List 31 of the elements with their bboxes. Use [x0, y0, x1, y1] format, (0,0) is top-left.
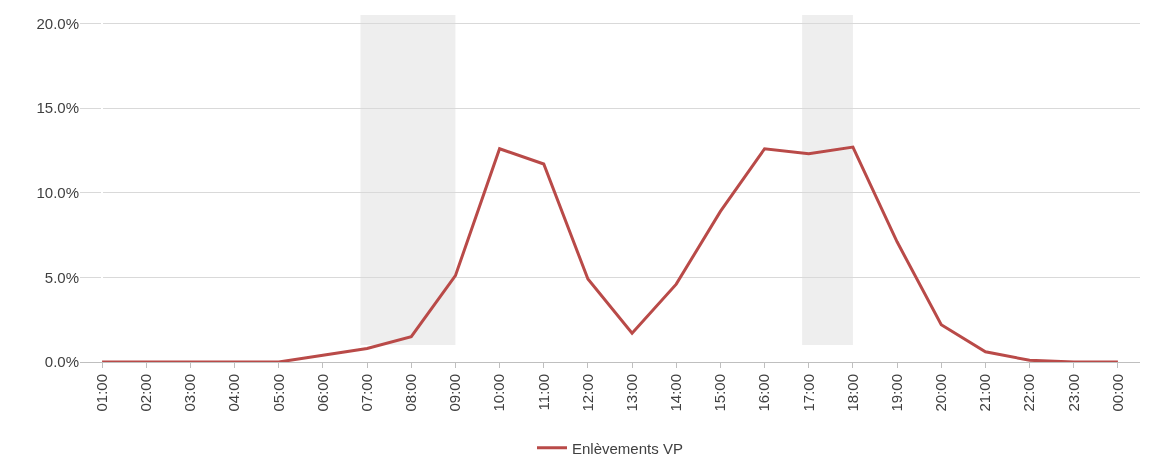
x-tick-label: 06:00 — [313, 374, 331, 412]
x-tick-label: 07:00 — [357, 374, 375, 412]
x-tick-label: 11:00 — [534, 374, 552, 411]
x-tick-label: 14:00 — [667, 374, 685, 412]
x-tick-label: 21:00 — [976, 374, 994, 412]
x-tick-label: 19:00 — [887, 374, 905, 412]
x-tick-label: 22:00 — [1020, 374, 1038, 412]
x-tick-label: 10:00 — [490, 374, 508, 412]
x-tick-label: 23:00 — [1064, 374, 1082, 412]
x-tick-label: 03:00 — [181, 374, 199, 412]
x-tick-label: 13:00 — [622, 374, 640, 412]
x-tick-label: 15:00 — [711, 374, 729, 412]
y-tick-label: 20.0% — [36, 14, 79, 32]
y-tick-label: 10.0% — [36, 183, 79, 201]
x-tick-label: 02:00 — [137, 374, 155, 412]
x-tick-label: 08:00 — [402, 374, 420, 412]
x-tick-label: 00:00 — [1108, 374, 1126, 412]
x-tick-label: 01:00 — [92, 374, 110, 412]
legend-label: Enlèvements VP — [572, 439, 683, 457]
line-series — [100, 145, 1120, 362]
x-tick-label: 16:00 — [755, 374, 773, 412]
x-tick-label: 20:00 — [932, 374, 950, 412]
x-tick-label: 18:00 — [843, 374, 861, 412]
x-tick-label: 05:00 — [269, 374, 287, 412]
x-tick-label: 17:00 — [799, 374, 817, 412]
x-tick-label: 12:00 — [578, 374, 596, 412]
x-tick-label: 04:00 — [225, 374, 243, 412]
y-tick-label: 15.0% — [36, 99, 79, 117]
y-tick-label: 5.0% — [44, 268, 79, 286]
x-tick-label: 09:00 — [446, 374, 464, 412]
y-tick-label: 0.0% — [44, 353, 79, 371]
